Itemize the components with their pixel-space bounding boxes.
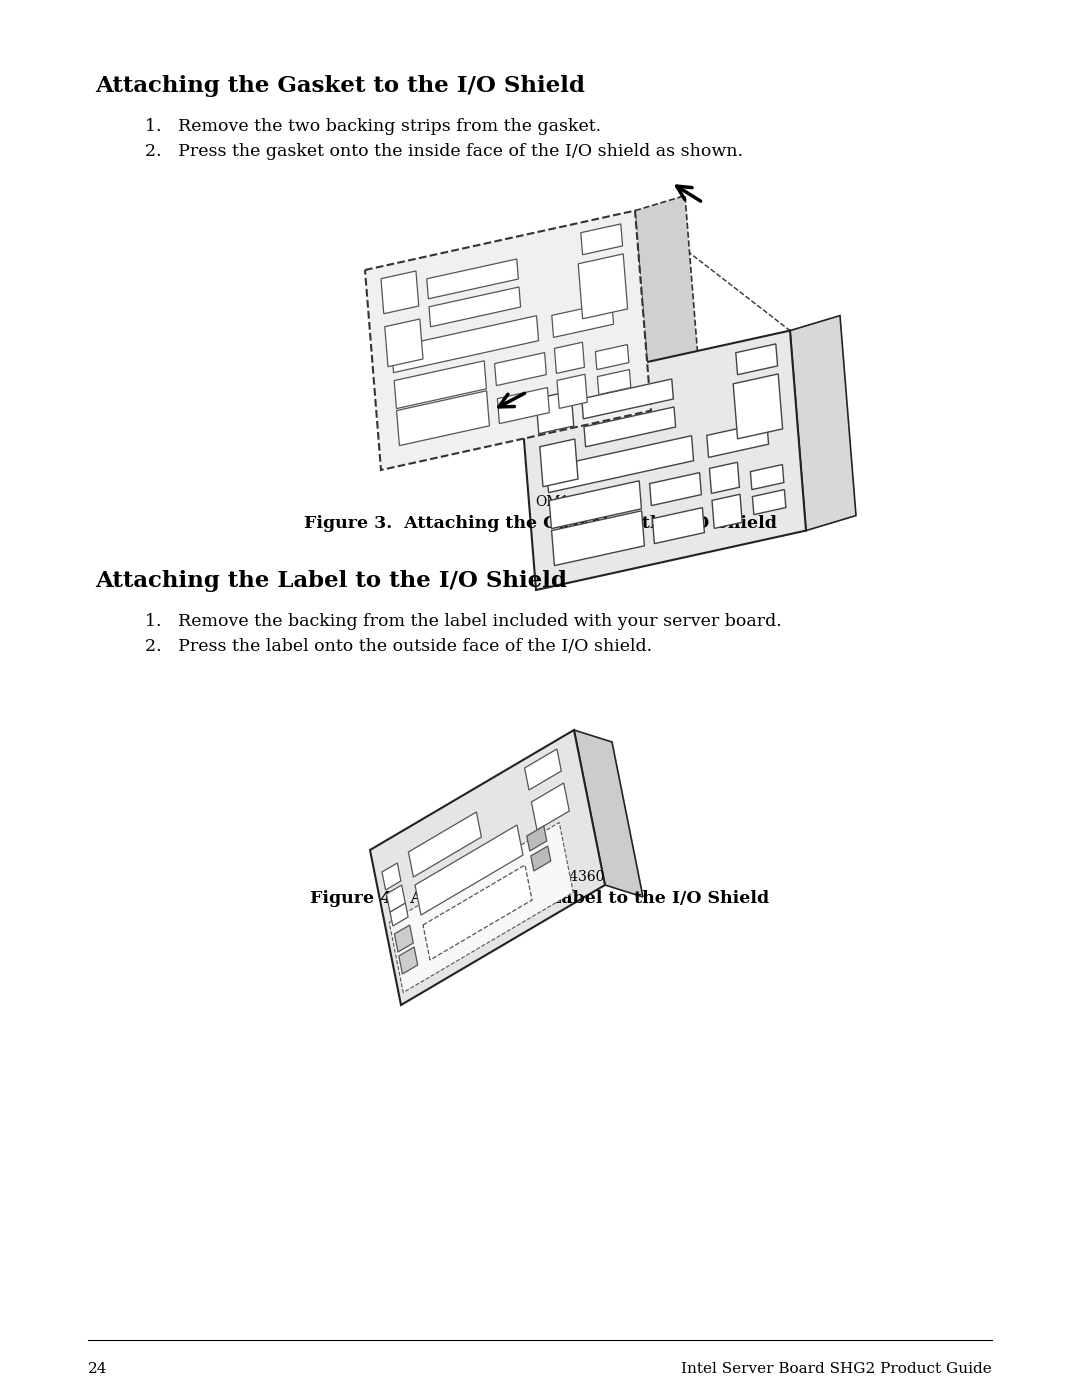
Text: 24: 24 xyxy=(87,1362,108,1376)
Polygon shape xyxy=(427,258,518,299)
Text: OM14359: OM14359 xyxy=(535,495,605,509)
Polygon shape xyxy=(389,823,573,992)
Text: Attaching the Gasket to the I/O Shield: Attaching the Gasket to the I/O Shield xyxy=(95,75,585,96)
Polygon shape xyxy=(712,495,742,528)
Polygon shape xyxy=(710,462,740,493)
Polygon shape xyxy=(423,865,532,960)
Polygon shape xyxy=(546,436,693,493)
Polygon shape xyxy=(584,407,676,447)
Polygon shape xyxy=(527,826,546,851)
Polygon shape xyxy=(394,360,486,408)
Polygon shape xyxy=(557,374,588,408)
Polygon shape xyxy=(384,319,423,366)
Polygon shape xyxy=(530,847,551,870)
Polygon shape xyxy=(370,731,605,1004)
Polygon shape xyxy=(382,863,401,890)
Polygon shape xyxy=(582,379,673,419)
Text: Attaching the Label to the I/O Shield: Attaching the Label to the I/O Shield xyxy=(95,570,567,592)
Polygon shape xyxy=(519,331,806,590)
Polygon shape xyxy=(408,812,482,877)
Text: 2.   Press the label onto the outside face of the I/O shield.: 2. Press the label onto the outside face… xyxy=(145,638,652,655)
Polygon shape xyxy=(733,374,783,439)
Polygon shape xyxy=(531,782,569,830)
Polygon shape xyxy=(498,387,550,423)
Polygon shape xyxy=(789,316,856,531)
Polygon shape xyxy=(649,472,701,506)
Text: Figure 4.  Attaching the Label to the I/O Shield: Figure 4. Attaching the Label to the I/O… xyxy=(310,890,770,907)
Polygon shape xyxy=(429,286,521,327)
Polygon shape xyxy=(387,886,405,912)
Polygon shape xyxy=(753,489,786,514)
Polygon shape xyxy=(595,345,629,370)
Polygon shape xyxy=(652,507,704,543)
Polygon shape xyxy=(554,342,584,373)
Polygon shape xyxy=(365,211,651,469)
Text: Intel Server Board SHG2 Product Guide: Intel Server Board SHG2 Product Guide xyxy=(681,1362,993,1376)
Polygon shape xyxy=(550,481,642,528)
Polygon shape xyxy=(399,947,418,974)
Text: 1.   Remove the backing from the label included with your server board.: 1. Remove the backing from the label inc… xyxy=(145,613,782,630)
Polygon shape xyxy=(635,196,701,411)
Polygon shape xyxy=(540,439,578,486)
Text: Figure 3.  Attaching the Gasket to the I/O Shield: Figure 3. Attaching the Gasket to the I/… xyxy=(303,515,777,532)
Polygon shape xyxy=(706,422,769,457)
Polygon shape xyxy=(525,749,562,789)
Polygon shape xyxy=(552,511,645,566)
Polygon shape xyxy=(536,391,573,433)
Polygon shape xyxy=(735,344,778,374)
Text: 2.   Press the gasket onto the inside face of the I/O shield as shown.: 2. Press the gasket onto the inside face… xyxy=(145,142,743,161)
Polygon shape xyxy=(581,224,622,254)
Polygon shape xyxy=(392,316,539,373)
Polygon shape xyxy=(573,731,643,897)
Polygon shape xyxy=(751,465,784,489)
Polygon shape xyxy=(495,352,546,386)
Polygon shape xyxy=(394,925,414,951)
Polygon shape xyxy=(597,370,631,394)
Polygon shape xyxy=(415,826,523,915)
Polygon shape xyxy=(552,302,613,338)
Text: OM14360: OM14360 xyxy=(535,870,605,884)
Polygon shape xyxy=(381,271,419,314)
Polygon shape xyxy=(578,254,627,319)
Polygon shape xyxy=(396,391,489,446)
Polygon shape xyxy=(390,902,408,926)
Text: 1.   Remove the two backing strips from the gasket.: 1. Remove the two backing strips from th… xyxy=(145,117,602,136)
